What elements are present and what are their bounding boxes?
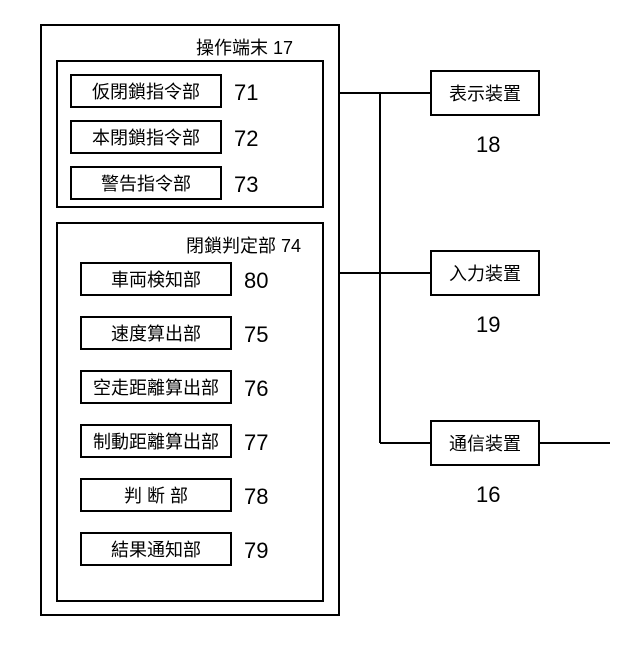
top-item-box: 仮閉鎖指令部 — [70, 74, 222, 108]
bottom-item-box: 判 断 部 — [80, 478, 232, 512]
bottom-item-ref: 79 — [244, 538, 268, 564]
bottom-item-ref: 75 — [244, 322, 268, 348]
bottom-item-box: 空走距離算出部 — [80, 370, 232, 404]
bottom-item-ref: 76 — [244, 376, 268, 402]
bottom-item-box: 速度算出部 — [80, 316, 232, 350]
bottom-item-ref: 77 — [244, 430, 268, 456]
outer-panel-title: 操作端末 17 — [196, 34, 293, 60]
top-item-ref: 73 — [234, 172, 258, 198]
right-box: 表示装置 — [430, 70, 540, 116]
bottom-item-ref: 80 — [244, 268, 268, 294]
bottom-item-box: 結果通知部 — [80, 532, 232, 566]
right-box-ref: 19 — [476, 312, 500, 338]
bottom-item-box: 制動距離算出部 — [80, 424, 232, 458]
right-box: 入力装置 — [430, 250, 540, 296]
top-item-box: 本閉鎖指令部 — [70, 120, 222, 154]
right-box-ref: 18 — [476, 132, 500, 158]
right-box: 通信装置 — [430, 420, 540, 466]
bottom-item-box: 車両検知部 — [80, 262, 232, 296]
top-item-box: 警告指令部 — [70, 166, 222, 200]
right-box-ref: 16 — [476, 482, 500, 508]
bottom-group-title: 閉鎖判定部 74 — [186, 232, 301, 258]
top-item-ref: 71 — [234, 80, 258, 106]
bottom-item-ref: 78 — [244, 484, 268, 510]
top-item-ref: 72 — [234, 126, 258, 152]
